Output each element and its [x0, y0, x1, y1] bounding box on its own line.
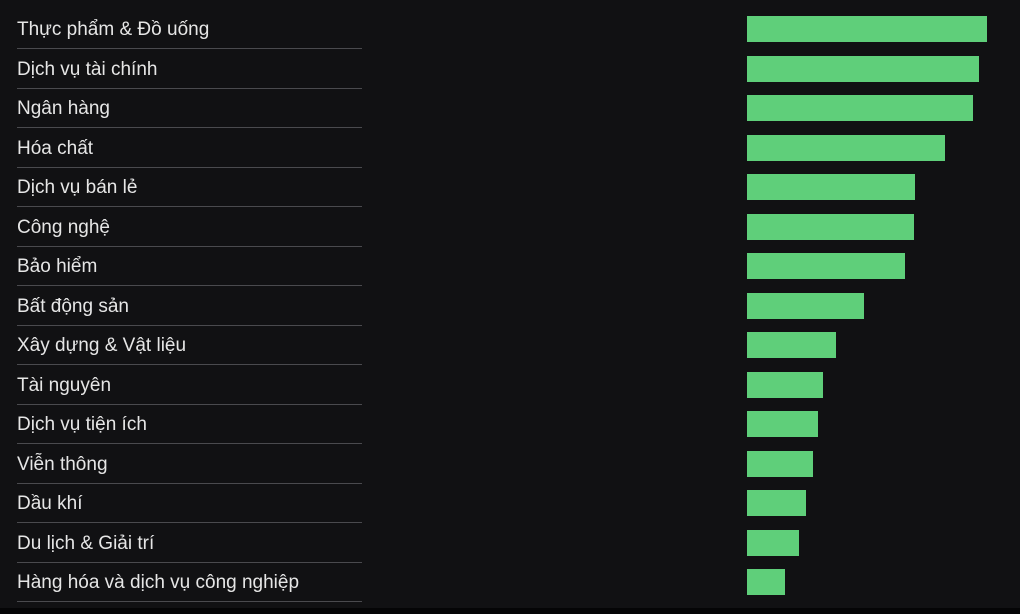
value-bar	[747, 134, 945, 161]
chart-row: Hàng hóa và dịch vụ công nghiệp	[0, 563, 1020, 603]
row-divider	[17, 87, 362, 89]
value-bar	[747, 174, 915, 200]
chart-row: Bảo hiểm	[0, 247, 1020, 287]
chart-row: Công nghệ	[0, 208, 1020, 248]
row-divider	[17, 166, 362, 168]
chart-row: Tài nguyên	[0, 366, 1020, 406]
value-bar	[747, 253, 906, 279]
row-divider	[17, 561, 362, 563]
row-divider	[17, 206, 362, 207]
chart-row: Ngân hàng	[0, 89, 1020, 129]
chart-row: Bất động sản	[0, 287, 1020, 327]
chart-row: Dầu khí	[0, 484, 1020, 524]
row-divider	[17, 443, 362, 444]
row-divider	[17, 245, 362, 247]
row-divider	[17, 601, 362, 602]
row-divider	[17, 364, 362, 365]
bottom-edge	[0, 608, 1020, 614]
chart-row: Dịch vụ bán lẻ	[0, 168, 1020, 208]
category-label: Tài nguyên	[17, 374, 112, 396]
chart-row: Dịch vụ tiện ích	[0, 405, 1020, 445]
category-label: Viễn thông	[17, 453, 108, 475]
chart-row: Du lịch & Giải trí	[0, 524, 1020, 564]
chart-row: Dịch vụ tài chính	[0, 50, 1020, 90]
category-label: Xây dựng & Vật liệu	[17, 335, 187, 356]
category-label: Thực phẩm & Đồ uống	[17, 19, 210, 40]
value-bar	[747, 450, 813, 477]
row-divider	[17, 48, 362, 49]
value-bar	[747, 490, 807, 516]
category-label: Dầu khí	[17, 493, 83, 514]
category-label: Dịch vụ tiện ích	[17, 414, 147, 435]
category-label: Dịch vụ bán lẻ	[17, 177, 138, 198]
row-divider	[17, 127, 362, 128]
row-divider	[17, 482, 362, 484]
category-label: Hàng hóa và dịch vụ công nghiệp	[17, 572, 300, 593]
chart-row: Thực phẩm & Đồ uống	[0, 10, 1020, 50]
chart-row: Viễn thông	[0, 445, 1020, 485]
value-bar	[747, 371, 823, 398]
value-bar	[747, 292, 865, 319]
row-divider	[17, 522, 362, 523]
row-divider	[17, 285, 362, 286]
category-label: Hóa chất	[17, 137, 94, 159]
value-bar	[747, 332, 836, 358]
category-label: Dịch vụ tài chính	[17, 58, 158, 80]
value-bar	[747, 529, 799, 556]
value-bar	[747, 16, 987, 42]
row-divider	[17, 403, 362, 405]
category-label: Ngân hàng	[17, 98, 110, 119]
chart-row: Hóa chất	[0, 129, 1020, 169]
category-label: Du lịch & Giải trí	[17, 532, 155, 554]
category-label: Công nghệ	[17, 216, 110, 238]
category-label: Bất động sản	[17, 295, 129, 317]
value-bar	[747, 213, 915, 240]
value-bar	[747, 411, 818, 437]
row-divider	[17, 324, 362, 326]
chart-row: Xây dựng & Vật liệu	[0, 326, 1020, 366]
value-bar	[747, 55, 979, 82]
value-bar	[747, 95, 974, 121]
category-label: Bảo hiểm	[17, 256, 98, 277]
value-bar	[747, 569, 785, 595]
